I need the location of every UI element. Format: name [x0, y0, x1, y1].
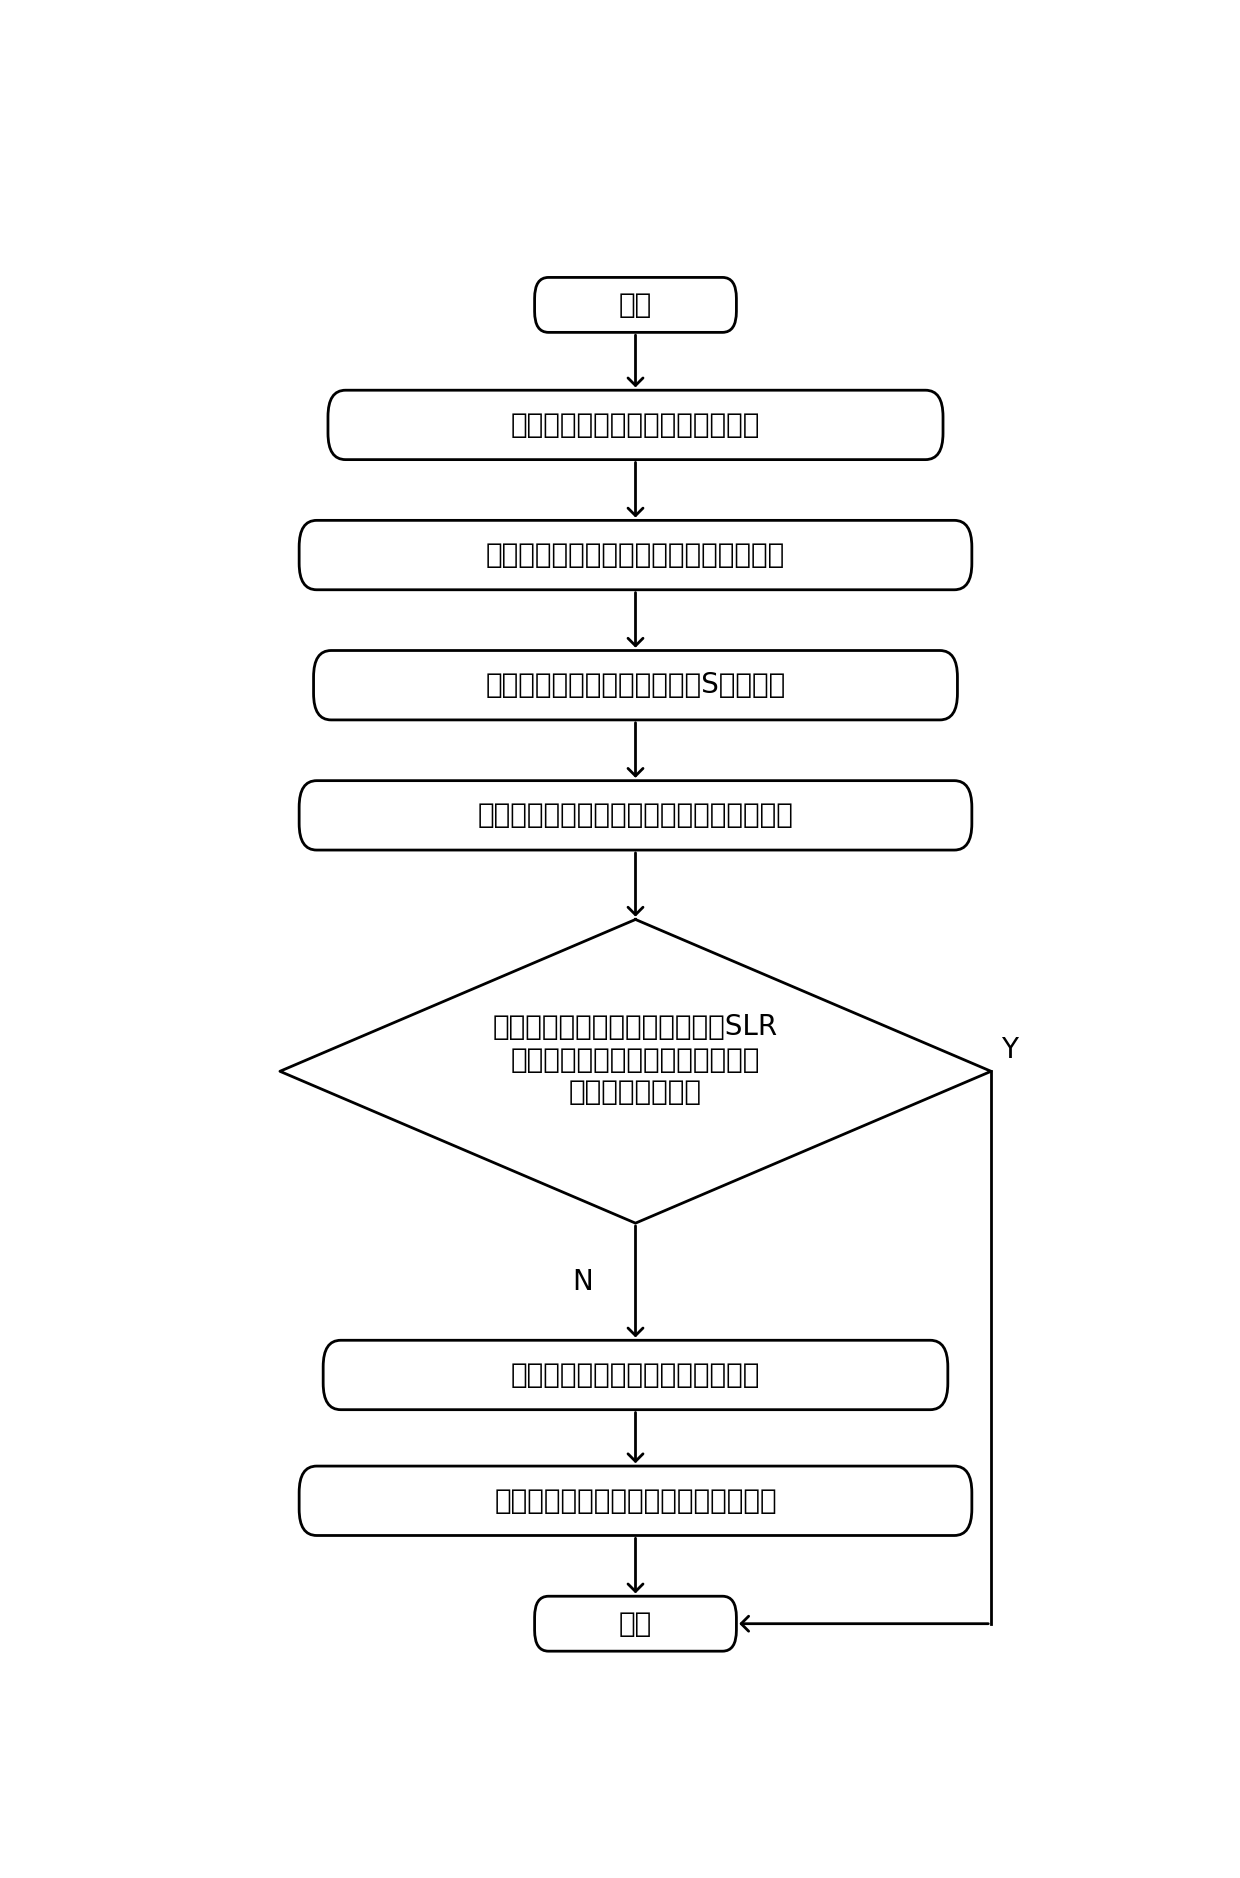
Text: 结束: 结束	[619, 1609, 652, 1638]
Text: N: N	[573, 1268, 593, 1296]
Text: 移动目标物部分再次测量代偿头位角度: 移动目标物部分再次测量代偿头位角度	[495, 1487, 776, 1516]
Text: 根据三维坐标系测量代偿头位角度: 根据三维坐标系测量代偿头位角度	[511, 1362, 760, 1390]
FancyBboxPatch shape	[327, 391, 944, 460]
FancyBboxPatch shape	[314, 650, 957, 719]
FancyBboxPatch shape	[299, 1467, 972, 1536]
FancyBboxPatch shape	[299, 781, 972, 851]
FancyBboxPatch shape	[299, 520, 972, 590]
Text: Y: Y	[1001, 1035, 1018, 1063]
Text: 对头戴部分和目标物部分进行调整: 对头戴部分和目标物部分进行调整	[511, 411, 760, 439]
Text: 陀螺仪芯片对初始水平角度信息进行记录: 陀螺仪芯片对初始水平角度信息进行记录	[486, 541, 785, 569]
Text: 注视目标物部分的测距传感器S的指示灯: 注视目标物部分的测距传感器S的指示灯	[485, 670, 786, 699]
Text: 两个摄像头拍摄眼部图像并构建三维坐标系: 两个摄像头拍摄眼部图像并构建三维坐标系	[477, 802, 794, 830]
FancyBboxPatch shape	[534, 1596, 737, 1651]
Text: 将三个距离传感器抽象成三角形SLR
，控制端进行数据分析，判断视轴
相交于目标物部分: 将三个距离传感器抽象成三角形SLR ，控制端进行数据分析，判断视轴 相交于目标物…	[494, 1014, 777, 1106]
FancyBboxPatch shape	[324, 1341, 947, 1410]
Text: 开始: 开始	[619, 291, 652, 319]
FancyBboxPatch shape	[534, 278, 737, 332]
